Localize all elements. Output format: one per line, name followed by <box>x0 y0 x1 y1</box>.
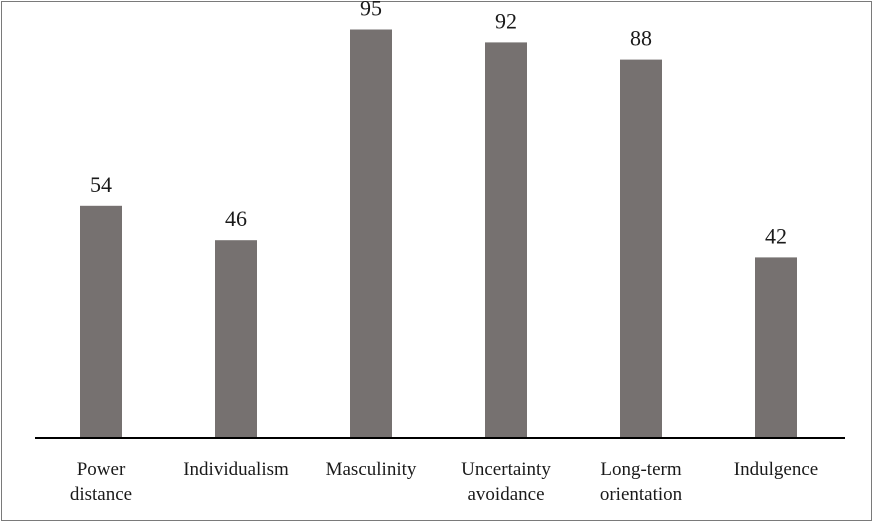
value-label-0: 54 <box>90 172 112 197</box>
category-label-2: Masculinity <box>326 459 417 480</box>
value-labels-group: 54 46 95 92 88 42 <box>90 0 787 248</box>
category-label-0-line-1: distance <box>70 484 132 505</box>
category-label-0-line-0: Power <box>77 459 126 480</box>
bar-1 <box>215 240 257 438</box>
value-label-3: 92 <box>495 8 517 33</box>
category-label-4-line-0: Long-term <box>600 459 681 480</box>
bar-0 <box>80 205 122 438</box>
category-label-3-line-1: avoidance <box>467 484 544 505</box>
category-label-4-line-1: orientation <box>600 484 683 505</box>
category-label-5: Indulgence <box>734 459 818 480</box>
value-label-4: 88 <box>630 26 652 51</box>
bar-4 <box>620 59 662 438</box>
category-label-3-line-0: Uncertainty <box>461 459 551 480</box>
value-label-5: 42 <box>765 223 787 248</box>
value-label-1: 46 <box>225 206 247 231</box>
bar-3 <box>485 42 527 439</box>
category-label-1: Individualism <box>183 459 289 480</box>
bars-group <box>80 29 797 439</box>
value-label-2: 95 <box>360 0 382 21</box>
bar-2 <box>350 29 392 438</box>
bar-5 <box>755 257 797 438</box>
category-labels-group: Power distance Individualism Masculinity Unc… <box>70 459 818 505</box>
